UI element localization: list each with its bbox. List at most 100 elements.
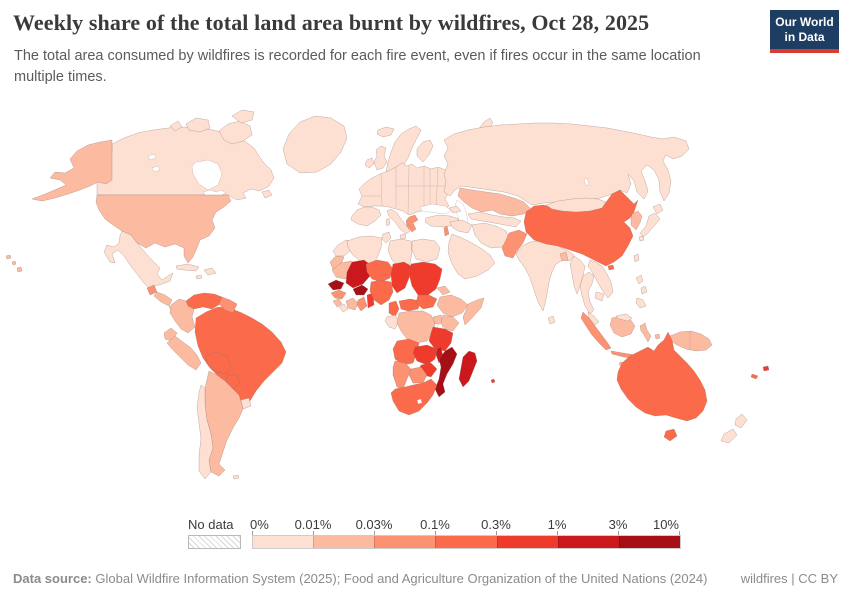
country-caucasus[interactable] <box>448 205 462 214</box>
country-south-sudan[interactable] <box>415 294 438 310</box>
country-central-asia[interactable] <box>467 211 522 228</box>
country-uruguay[interactable] <box>240 397 252 410</box>
country-levant[interactable] <box>443 225 450 237</box>
country-colombia[interactable] <box>169 298 196 334</box>
country-cambodia[interactable] <box>594 291 605 302</box>
country-sulawesi[interactable] <box>639 322 652 343</box>
country-greece[interactable] <box>405 214 419 233</box>
country-burkina-faso[interactable] <box>352 284 369 296</box>
country-egypt[interactable] <box>411 238 441 263</box>
country-hispaniola[interactable] <box>203 267 217 276</box>
country-brazil[interactable] <box>194 306 287 408</box>
country-ethiopia[interactable] <box>436 294 469 318</box>
country-thailand[interactable] <box>579 271 595 315</box>
country-libya[interactable] <box>387 238 413 268</box>
country-new-caledonia[interactable] <box>750 373 759 380</box>
owid-logo[interactable]: Our World in Data <box>770 10 839 53</box>
country-cameroon[interactable] <box>388 300 400 318</box>
country-greenland[interactable] <box>282 115 348 174</box>
country-laos-vietnam[interactable] <box>587 259 614 299</box>
country-sudan[interactable] <box>408 261 443 296</box>
country-alaska[interactable] <box>31 139 113 202</box>
country-senegal[interactable] <box>327 279 345 291</box>
country-ghana[interactable] <box>356 296 368 312</box>
country-united-kingdom[interactable] <box>373 145 388 171</box>
legend-bin-swatch[interactable] <box>374 536 436 548</box>
country-bolivia[interactable] <box>205 351 232 375</box>
country-canada-ellesmere[interactable] <box>231 109 255 124</box>
country-angola[interactable] <box>392 338 420 366</box>
legend-bin-swatch[interactable] <box>253 536 314 548</box>
country-arabia[interactable] <box>447 233 496 280</box>
country-japan[interactable] <box>638 203 664 242</box>
country-russia[interactable] <box>443 122 690 206</box>
country-canada-victoria[interactable] <box>185 117 211 133</box>
country-myanmar[interactable] <box>569 255 586 295</box>
country-dr-congo[interactable] <box>396 310 436 344</box>
country-gabon-congo[interactable] <box>384 314 400 330</box>
country-india[interactable] <box>515 240 575 312</box>
country-sri-lanka[interactable] <box>547 315 556 325</box>
legend-bin-swatch[interactable] <box>557 536 619 548</box>
country-algeria[interactable] <box>346 235 383 267</box>
country-new-zealand[interactable] <box>720 413 748 444</box>
country-falkland-islands[interactable] <box>232 474 240 480</box>
country-new-guinea[interactable] <box>669 330 713 352</box>
country-namibia[interactable] <box>392 360 412 390</box>
country-sierra-leone[interactable] <box>332 298 343 308</box>
no-data-swatch[interactable] <box>188 535 241 549</box>
legend-bin-swatch[interactable] <box>435 536 497 548</box>
country-guinea[interactable] <box>330 289 347 300</box>
country-cuba[interactable] <box>175 263 200 272</box>
country-fiji[interactable] <box>762 365 770 372</box>
country-western-sahara[interactable] <box>329 255 345 270</box>
country-kazakhstan[interactable] <box>457 187 531 217</box>
country-hawaii[interactable] <box>5 254 23 273</box>
country-honduras-nicaragua[interactable] <box>153 291 173 307</box>
country-iberia[interactable] <box>350 206 382 227</box>
country-italy[interactable] <box>385 208 411 240</box>
country-peru[interactable] <box>166 335 202 371</box>
country-tunisia[interactable] <box>381 231 392 244</box>
country-cote-divoire[interactable] <box>345 297 359 311</box>
country-mali[interactable] <box>345 259 373 289</box>
country-malaysia[interactable] <box>587 311 633 326</box>
country-united-states[interactable] <box>95 194 232 264</box>
country-zambia[interactable] <box>412 344 438 366</box>
country-finland[interactable] <box>416 139 434 163</box>
legend-bin-swatch[interactable] <box>618 536 680 548</box>
country-mozambique[interactable] <box>434 346 458 398</box>
country-kenya[interactable] <box>440 314 460 332</box>
country-sumatra[interactable] <box>580 311 612 351</box>
country-venezuela[interactable] <box>185 292 223 310</box>
country-mauritius[interactable] <box>490 378 496 384</box>
country-pakistan[interactable] <box>501 229 528 259</box>
country-liberia[interactable] <box>338 303 349 313</box>
country-nigeria[interactable] <box>369 279 394 306</box>
country-central-african-republic[interactable] <box>398 298 422 312</box>
country-chad[interactable] <box>390 261 412 294</box>
country-ireland[interactable] <box>364 157 375 169</box>
country-south-africa[interactable] <box>390 378 438 416</box>
country-canada-newfoundland[interactable] <box>261 189 273 199</box>
country-tasmania[interactable] <box>663 428 678 442</box>
country-bangladesh[interactable] <box>559 251 569 262</box>
country-guyana-suriname[interactable] <box>218 296 238 314</box>
country-canada-banks[interactable] <box>169 120 183 132</box>
legend-bin-swatch[interactable] <box>313 536 375 548</box>
country-taiwan[interactable] <box>633 253 640 263</box>
country-somalia[interactable] <box>462 297 485 326</box>
country-hainan[interactable] <box>607 264 615 271</box>
country-syria-iraq[interactable] <box>449 219 473 234</box>
country-mongolia[interactable] <box>545 197 607 213</box>
country-philippines[interactable] <box>635 274 648 309</box>
country-korea[interactable] <box>630 210 643 231</box>
country-niger[interactable] <box>365 259 394 283</box>
country-madagascar[interactable] <box>458 350 478 388</box>
country-iceland[interactable] <box>376 126 395 138</box>
country-jamaica[interactable] <box>195 274 203 280</box>
country-eritrea[interactable] <box>436 285 451 296</box>
country-iran[interactable] <box>471 222 510 249</box>
country-chile[interactable] <box>196 384 214 480</box>
legend-bin-swatch[interactable] <box>496 536 558 548</box>
